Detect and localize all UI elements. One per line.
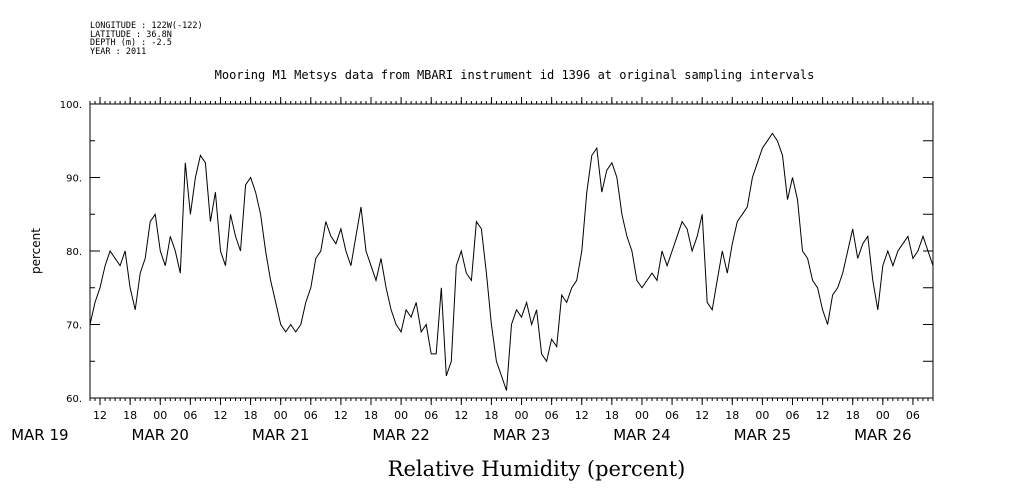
latitude-label: LATITUDE : 36.8N: [90, 29, 172, 40]
x-hour-tick-label: 12: [93, 409, 107, 422]
x-hour-tick-label: 00: [635, 409, 649, 422]
y-tick-label: 90.: [66, 174, 82, 185]
x-date-label: MAR 20: [132, 426, 189, 444]
x-hour-tick-label: 06: [545, 409, 559, 422]
depth-label: DEPTH (m) : -2.5: [90, 38, 172, 49]
x-hour-tick-label: 06: [183, 409, 197, 422]
x-hour-tick-label: 12: [695, 409, 709, 422]
x-hour-tick-label: 18: [846, 409, 860, 422]
x-hour-tick-label: 12: [454, 409, 468, 422]
x-hour-tick-label: 06: [786, 409, 800, 422]
plot-frame: [89, 103, 934, 399]
chart-title: Mooring M1 Metsys data from MBARI instru…: [214, 68, 815, 82]
x-axis-label: Relative Humidity (percent): [388, 457, 686, 481]
x-hour-tick-label: 00: [515, 409, 529, 422]
x-hour-tick-label: 18: [484, 409, 498, 422]
x-hour-tick-label: 06: [665, 409, 679, 422]
x-hour-tick-label: 00: [394, 409, 408, 422]
x-hour-tick-label: 12: [334, 409, 348, 422]
x-hour-tick-label: 06: [906, 409, 920, 422]
x-date-label: MAR 24: [613, 426, 670, 444]
x-hour-tick-label: 06: [304, 409, 318, 422]
x-hour-tick-label: 18: [725, 409, 739, 422]
y-tick-label: 100.: [60, 100, 82, 111]
longitude-label: LONGITUDE : 122W(-122): [90, 21, 203, 31]
y-tick-label: 70.: [66, 321, 82, 332]
y-axis-label: percent: [29, 228, 43, 274]
x-date-label: MAR 23: [493, 426, 550, 444]
x-hour-tick-label: 00: [755, 409, 769, 422]
year-label: YEAR : 2011: [90, 46, 147, 57]
x-hour-tick-label: 18: [244, 409, 258, 422]
x-date-label: MAR 22: [372, 426, 429, 444]
x-hour-tick-label: 00: [876, 409, 890, 422]
x-date-label: MAR 21: [252, 426, 309, 444]
station-metadata: LONGITUDE : 122W(-122) LATITUDE : 36.8N …: [90, 22, 203, 56]
x-date-label: MAR 26: [854, 426, 911, 444]
y-tick-label: 80.: [66, 247, 82, 258]
x-hour-tick-label: 18: [123, 409, 137, 422]
x-hour-tick-label: 12: [575, 409, 589, 422]
x-hour-tick-label: 00: [274, 409, 288, 422]
x-hour-tick-label: 18: [605, 409, 619, 422]
x-date-label: MAR 19: [11, 426, 68, 444]
x-hour-tick-label: 12: [213, 409, 227, 422]
x-hour-tick-label: 12: [816, 409, 830, 422]
y-tick-label: 60.: [66, 394, 82, 405]
x-hour-tick-label: 18: [364, 409, 378, 422]
x-hour-tick-label: 06: [424, 409, 438, 422]
humidity-series-line: [89, 132, 934, 391]
x-hour-tick-label: 00: [153, 409, 167, 422]
x-date-label: MAR 25: [734, 426, 791, 444]
